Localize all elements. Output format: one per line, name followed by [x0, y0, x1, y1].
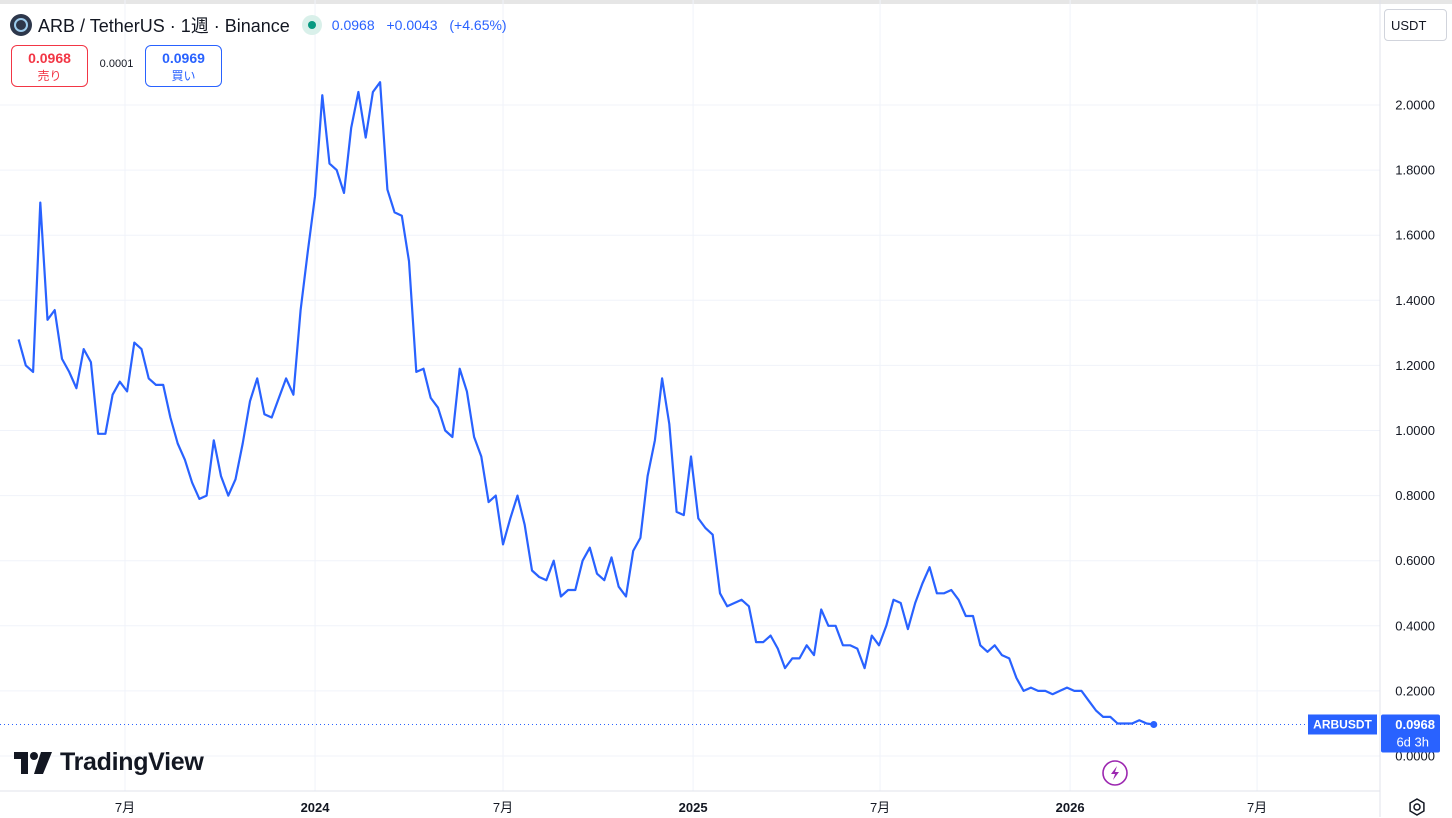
y-tick-label: 1.6000 — [1395, 228, 1435, 243]
x-tick-label: 7月 — [115, 800, 135, 815]
quote-values: 0.0968 +0.0043 (+4.65%) — [332, 17, 515, 33]
arbitrum-coin-icon — [10, 14, 32, 36]
y-tick-label: 1.8000 — [1395, 163, 1435, 178]
buy-button[interactable]: 0.0969 買い — [145, 45, 222, 87]
price-tag-value: 0.0968 — [1395, 717, 1435, 732]
tradingview-logo-icon — [14, 751, 52, 774]
brand-name: TradingView — [60, 748, 204, 776]
y-tick-label: 1.2000 — [1395, 358, 1435, 373]
x-tick-label: 7月 — [493, 800, 513, 815]
sell-button[interactable]: 0.0968 売り — [11, 45, 88, 87]
x-tick-label: 7月 — [870, 800, 890, 815]
market-open-dot-icon — [301, 15, 322, 35]
window-top-border — [0, 0, 1452, 4]
buy-label: 買い — [171, 69, 196, 83]
x-tick-label: 2026 — [1056, 800, 1085, 815]
buy-price: 0.0969 — [162, 50, 205, 66]
price-tag-ticker: ARBUSDT — [1313, 717, 1372, 731]
y-tick-label: 0.6000 — [1395, 553, 1435, 568]
y-tick-label: 1.0000 — [1395, 423, 1435, 438]
y-tick-label: 0.4000 — [1395, 618, 1435, 633]
x-tick-label: 2025 — [679, 800, 708, 815]
symbol-title[interactable]: ARB / TetherUS · 1週 · Binance — [38, 16, 290, 36]
price-tag-value-bg — [1381, 714, 1440, 753]
price-axis[interactable]: 0.00000.20000.40000.60000.80001.00001.20… — [1395, 98, 1435, 764]
price-change: +0.0043 — [386, 17, 438, 33]
gear-icon[interactable] — [1406, 796, 1428, 818]
chart-grid — [0, 0, 1380, 791]
symbol-header[interactable]: ARB / TetherUS · 1週 · Binance 0.0968 +0.… — [10, 12, 515, 38]
price-tag-ticker-bg — [1308, 714, 1377, 735]
x-tick-label: 7月 — [1247, 800, 1267, 815]
x-tick-label: 2024 — [301, 800, 331, 815]
y-tick-label: 0.2000 — [1395, 683, 1435, 698]
price-tag-countdown: 6d 3h — [1396, 734, 1429, 749]
y-tick-label: 2.0000 — [1395, 98, 1435, 113]
last-price-marker — [1150, 720, 1158, 728]
sell-price: 0.0968 — [28, 50, 71, 66]
y-tick-label: 0.8000 — [1395, 488, 1435, 503]
time-axis[interactable]: 7月 2024 7月 2025 7月 2026 7月 — [115, 800, 1267, 815]
last-price: 0.0968 — [331, 17, 375, 33]
tradingview-logo[interactable]: TradingView — [14, 748, 204, 777]
spread-value: 0.0001 — [99, 58, 134, 70]
sell-label: 売り — [37, 69, 62, 83]
price-series-line[interactable] — [17, 81, 1154, 726]
price-tag: ARBUSDT 0.0968 6d 3h — [1308, 714, 1440, 753]
price-change-pct: (+4.65%) — [449, 17, 507, 33]
currency-selector[interactable]: USDT — [1384, 9, 1447, 41]
lightning-icon[interactable] — [1102, 760, 1128, 786]
y-tick-label: 1.4000 — [1395, 293, 1435, 308]
